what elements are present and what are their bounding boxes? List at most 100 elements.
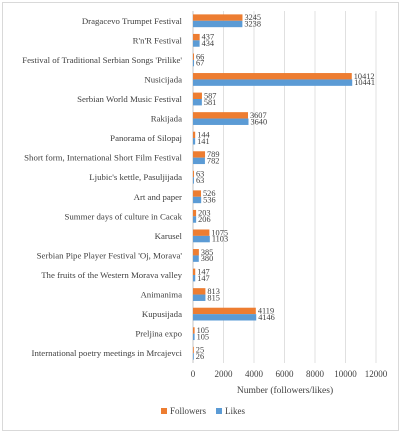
likes-bar xyxy=(193,118,249,125)
x-tick-label: 0 xyxy=(191,369,196,379)
likes-value-label: 10441 xyxy=(354,78,375,87)
followers-value-label: 3245 xyxy=(244,13,261,22)
category-label: Nusicijada xyxy=(144,74,182,84)
likes-bar xyxy=(193,314,257,321)
likes-bar xyxy=(193,40,200,47)
x-tick-label: 8000 xyxy=(306,369,325,379)
likes-bar xyxy=(193,235,210,243)
likes-bar xyxy=(193,138,196,145)
followers-value-label: 66 xyxy=(196,52,204,61)
followers-value-label: 813 xyxy=(207,287,219,296)
category-label: International poetry meetings in Mrcajev… xyxy=(32,348,183,358)
x-axis-title: Number (followers/likes) xyxy=(237,385,333,396)
likes-value-label: 3238 xyxy=(244,20,261,29)
followers-bar xyxy=(193,112,249,119)
followers-value-label: 789 xyxy=(207,150,219,159)
category-label: Art and paper xyxy=(134,192,182,202)
x-tick-label: 4000 xyxy=(245,369,264,379)
likes-value-label: 3640 xyxy=(251,117,268,126)
followers-bar xyxy=(193,327,195,334)
x-tick-label: 10000 xyxy=(334,369,357,379)
legend-followers-swatch xyxy=(161,408,167,414)
likes-bar xyxy=(193,255,199,262)
followers-bar xyxy=(193,268,196,275)
followers-bar xyxy=(193,131,196,139)
likes-bar xyxy=(193,59,195,67)
legend-likes-swatch xyxy=(216,408,222,414)
likes-bar xyxy=(193,216,197,223)
likes-value-label: 380 xyxy=(201,254,213,263)
likes-value-label: 147 xyxy=(197,274,209,283)
followers-value-label: 587 xyxy=(204,91,216,100)
category-label: Karusel xyxy=(155,231,183,241)
likes-bar xyxy=(193,99,202,106)
followers-bar xyxy=(193,307,256,315)
likes-value-label: 581 xyxy=(204,98,216,107)
followers-bar xyxy=(193,346,194,354)
followers-bar xyxy=(193,73,352,80)
likes-value-label: 141 xyxy=(197,137,209,146)
category-label: Rakijada xyxy=(151,114,182,124)
followers-value-label: 1075 xyxy=(211,228,228,237)
likes-value-label: 782 xyxy=(207,156,219,165)
followers-bar xyxy=(193,14,243,21)
gridlines xyxy=(192,11,377,363)
likes-bar xyxy=(193,177,194,184)
likes-value-label: 63 xyxy=(196,176,204,185)
legend-followers-label: Followers xyxy=(170,406,206,416)
followers-value-label: 385 xyxy=(201,248,213,257)
followers-value-label: 437 xyxy=(202,33,214,42)
likes-bar xyxy=(193,294,206,301)
x-tick-label: 2000 xyxy=(215,369,234,379)
followers-value-label: 25 xyxy=(196,346,204,355)
followers-bar xyxy=(193,170,194,178)
likes-value-label: 105 xyxy=(197,332,209,341)
likes-bar xyxy=(193,79,353,86)
likes-bar xyxy=(193,20,243,28)
followers-value-label: 526 xyxy=(203,189,215,198)
likes-value-label: 434 xyxy=(202,39,215,48)
followers-bar xyxy=(193,249,199,256)
likes-value-label: 1103 xyxy=(212,235,228,244)
followers-bar xyxy=(193,229,210,236)
followers-value-label: 144 xyxy=(197,131,210,140)
followers-value-label: 10412 xyxy=(354,72,375,81)
category-label: Serbian World Music Festival xyxy=(77,94,182,104)
likes-value-label: 206 xyxy=(198,215,210,224)
likes-value-label: 536 xyxy=(203,196,215,205)
likes-value-label: 67 xyxy=(196,59,204,68)
followers-value-label: 105 xyxy=(197,326,209,335)
category-labels: Dragacevo Trumpet Festival R'n'R Festival… xyxy=(22,16,182,358)
category-label: The fruits of the Western Morava valley xyxy=(41,270,182,280)
likes-bar xyxy=(193,157,205,165)
followers-value-label: 203 xyxy=(198,209,210,218)
likes-value-label: 4146 xyxy=(258,313,275,322)
followers-value-label: 4119 xyxy=(258,307,274,316)
category-label: Dragacevo Trumpet Festival xyxy=(82,16,183,26)
followers-value-label: 63 xyxy=(196,170,204,179)
category-label: Short form, International Short Film Fes… xyxy=(24,153,182,163)
category-label: Animanima xyxy=(140,290,182,300)
followers-value-label: 147 xyxy=(197,267,209,276)
followers-bar xyxy=(193,151,206,158)
category-label: R'n'R Festival xyxy=(133,35,183,45)
category-label: Panorama of Silopaj xyxy=(110,133,182,143)
followers-bar xyxy=(193,288,206,295)
likes-bar xyxy=(193,196,202,204)
followers-bar xyxy=(193,33,200,41)
category-label: Kupusijada xyxy=(142,309,182,319)
likes-bar xyxy=(193,333,195,341)
likes-bar xyxy=(193,353,194,360)
bars xyxy=(193,14,353,360)
followers-bar xyxy=(193,92,202,99)
x-tick-labels: 0 2000 4000 6000 8000 10000 12000 xyxy=(191,369,388,379)
legend: Followers Likes xyxy=(161,406,245,416)
x-tick-label: 6000 xyxy=(276,369,295,379)
followers-value-label: 3607 xyxy=(250,111,267,120)
x-tick-label: 12000 xyxy=(365,369,388,379)
category-label: Ljubic's kettle, Pasuljijada xyxy=(89,172,182,182)
likes-value-label: 26 xyxy=(196,352,204,361)
category-label: Preljina expo xyxy=(135,329,182,339)
followers-bar xyxy=(193,53,195,60)
